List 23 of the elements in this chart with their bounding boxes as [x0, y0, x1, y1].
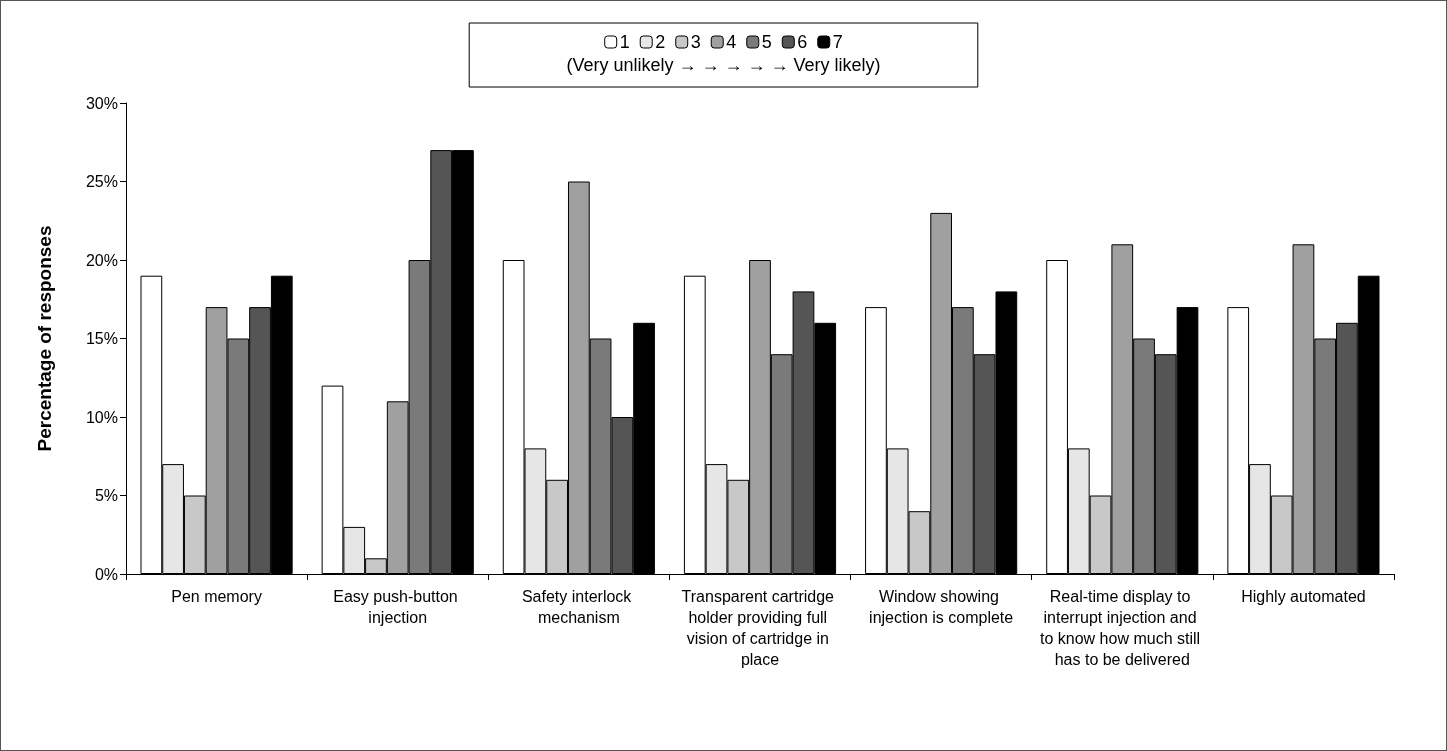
- legend-label: 5: [761, 32, 772, 52]
- x-tick-label: Safety interlock mechanism: [521, 588, 636, 626]
- x-tick-label: Real-time display to interrupt injection and to know how much still has to be delivered: [1040, 588, 1205, 668]
- y-tick-label: 15%: [85, 330, 118, 347]
- legend-label: 4: [726, 32, 737, 52]
- y-tick-label: 20%: [85, 251, 118, 269]
- legend-label: 7: [832, 32, 843, 52]
- x-tick-label: Transparent cartridge holder providing full vision of cartridge in place: [681, 588, 839, 668]
- x-tick-label: Easy push-button injection: [333, 588, 463, 626]
- legend-title: (Very unlikely → → → → → Very likely): [566, 55, 881, 75]
- y-tick-label: 30%: [85, 94, 118, 112]
- y-axis-title: Percentage of responses: [34, 225, 55, 452]
- y-tick-label: 5%: [94, 487, 118, 504]
- legend-label: 1: [619, 32, 630, 52]
- x-tick-label: Highly automated: [1241, 588, 1366, 605]
- y-tick-label: 10%: [85, 408, 118, 426]
- legend-label: 6: [797, 32, 808, 52]
- x-tick-label: Pen memory: [171, 588, 262, 605]
- legend-label: 2: [655, 32, 666, 52]
- y-tick-label: 25%: [85, 173, 118, 190]
- x-tick-label: Window showing injection is complete: [869, 588, 1014, 626]
- legend-label: 3: [690, 32, 701, 52]
- y-tick-label: 0%: [94, 565, 118, 583]
